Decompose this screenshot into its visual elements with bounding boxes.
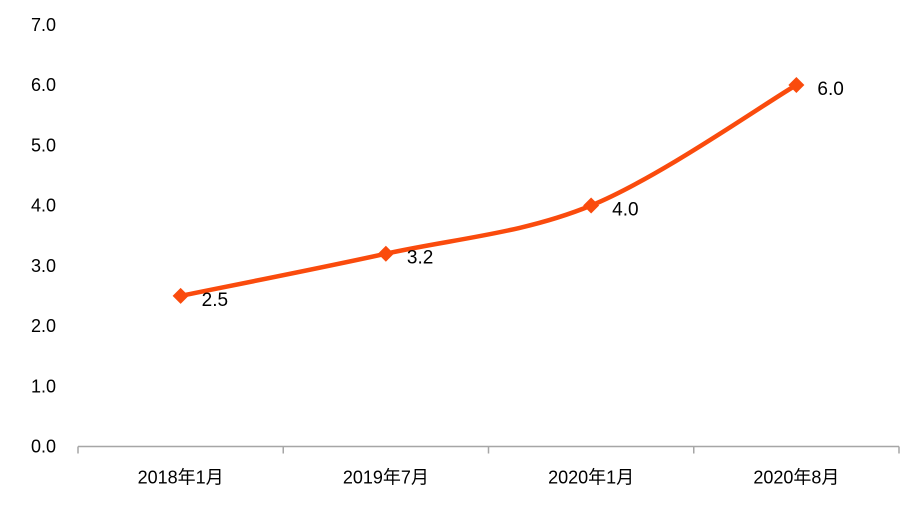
data-point-label: 2.5 [202, 290, 228, 311]
y-axis-tick-label: 6.0 [31, 75, 56, 95]
y-axis-tick-label: 5.0 [31, 135, 56, 155]
x-axis-tick-label: 2020年8月 [753, 468, 839, 488]
data-point-label: 3.2 [407, 248, 433, 269]
data-point-marker [788, 77, 805, 93]
y-axis-tick-label: 7.0 [31, 15, 56, 35]
y-axis-tick-label: 0.0 [31, 437, 56, 457]
y-axis-tick-label: 3.0 [31, 256, 56, 276]
data-point-label: 4.0 [612, 200, 638, 221]
data-point-marker [172, 287, 189, 304]
x-axis-tick-label: 2019年7月 [343, 468, 429, 488]
x-axis-tick-label: 2018年1月 [138, 468, 224, 488]
y-axis-tick-label: 2.0 [31, 316, 56, 336]
data-point-marker [583, 197, 600, 214]
data-point-label: 6.0 [817, 79, 843, 100]
series-line [178, 82, 799, 299]
y-axis-tick-label: 1.0 [31, 376, 56, 396]
data-point-marker [377, 245, 394, 262]
y-axis-tick-label: 4.0 [31, 196, 56, 216]
x-axis-tick-label: 2020年1月 [548, 468, 634, 488]
